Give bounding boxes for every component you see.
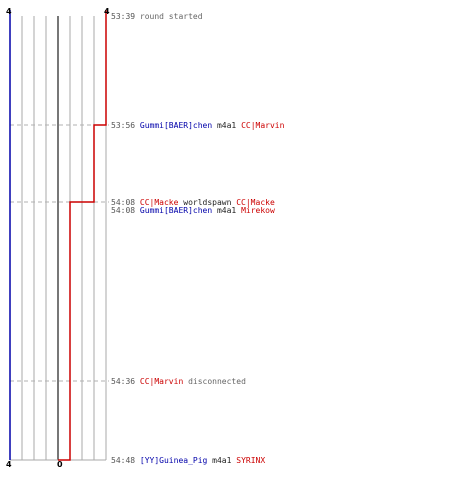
event-segment: m4a1 (207, 456, 236, 465)
event-time: 53:39 (111, 12, 140, 21)
event-labels: 53:39 round started 53:56 Gummi[BAER]chen… (111, 12, 285, 465)
red-team-end-count: 0 (57, 460, 63, 469)
blue-team-start-count: 4 (6, 7, 12, 16)
event-time: 53:56 (111, 121, 140, 130)
event-segment: CC|Macke (140, 198, 179, 207)
event-label: 53:39 round started (111, 12, 203, 21)
event-segment: disconnected (183, 377, 246, 386)
event-segment: CC|Marvin (241, 121, 285, 130)
event-time: 54:08 (111, 206, 140, 215)
event-segment: SYRINX (236, 456, 265, 465)
event-segment: Gummi[BAER]chen (140, 206, 212, 215)
red-team-step-line (58, 10, 107, 461)
event-segment: m4a1 (212, 121, 241, 130)
event-time: 54:48 (111, 456, 140, 465)
event-segment: CC|Macke (236, 198, 275, 207)
event-dash-lines (10, 124, 109, 382)
event-label: 54:08 CC|Macke worldspawn CC|Macke (111, 198, 275, 207)
event-segment: CC|Marvin (140, 377, 184, 386)
event-label: 54:48 [YY]Guinea_Pig m4a1 SYRINX (111, 456, 265, 465)
team-count-lines (9, 10, 107, 461)
event-label: 53:56 Gummi[BAER]chen m4a1 CC|Marvin (111, 121, 285, 130)
event-segment: round started (140, 12, 203, 21)
event-segment: Gummi[BAER]chen (140, 121, 212, 130)
blue-team-end-count: 4 (6, 460, 12, 469)
event-time: 54:08 (111, 198, 140, 207)
event-segment: Mirekow (241, 206, 275, 215)
event-segment: worldspawn (178, 198, 236, 207)
event-time: 54:36 (111, 377, 140, 386)
event-segment: [YY]Guinea_Pig (140, 456, 208, 465)
red-team-start-count: 4 (104, 7, 110, 16)
event-segment: m4a1 (212, 206, 241, 215)
event-label: 54:08 Gummi[BAER]chen m4a1 Mirekow (111, 206, 275, 215)
timeline-grid (9, 16, 107, 461)
event-label: 54:36 CC|Marvin disconnected (111, 377, 246, 386)
